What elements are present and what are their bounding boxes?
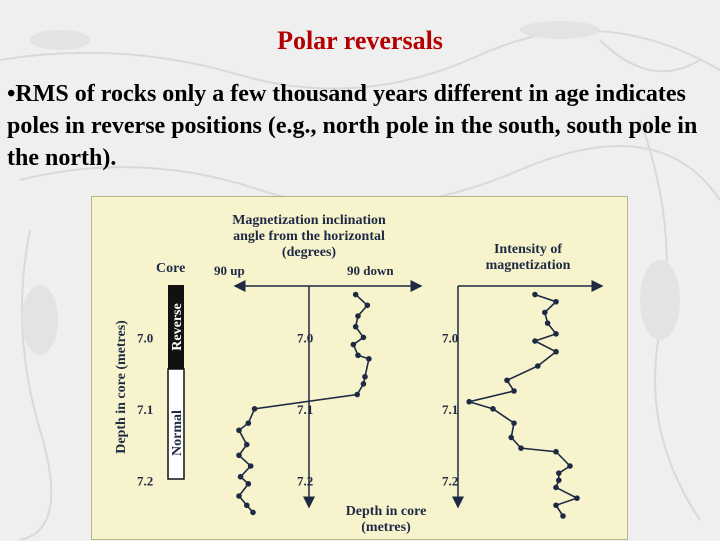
bottom-axis-label-line2: (metres) (361, 520, 411, 535)
intensity-depth-tick-1: 7.1 (442, 402, 458, 417)
inclination-data-point-6 (355, 352, 361, 359)
intensity-title-line2: magnetization (486, 258, 571, 273)
intensity-data-point-11 (490, 406, 496, 412)
inclination-series-line (237, 293, 370, 513)
core-depth-tick-2: 7.2 (137, 473, 153, 488)
inclination-data-point-7 (366, 356, 372, 362)
inclination-data-point-4 (360, 334, 367, 341)
intensity-data-point-6 (553, 348, 559, 355)
intensity-data-point-7 (535, 363, 541, 369)
inclination-data-point-11 (251, 406, 258, 412)
inclination-data-point-9 (360, 381, 367, 387)
inclination-data-point-16 (247, 463, 254, 469)
slide-title: Polar reversals (277, 26, 443, 55)
core-depth-tick-1: 7.1 (137, 402, 153, 417)
bullet-text: RMS of rocks only a few thousand years d… (7, 81, 698, 171)
inclination-data-point-14 (243, 441, 250, 448)
inclination-data-point-3 (352, 323, 359, 330)
inclination-data-point-19 (236, 493, 242, 499)
inclination-data-point-10 (354, 391, 361, 398)
intensity-data-point-4 (553, 331, 559, 337)
depth-axis-label: Depth in core (metres) (114, 320, 129, 454)
intensity-data-point-15 (553, 448, 559, 455)
core-normal-label: Normal (170, 410, 185, 456)
inclination-data-point-15 (236, 452, 242, 459)
inclination-data-point-12 (245, 420, 252, 426)
core-reverse-block (168, 285, 184, 369)
inclination-data-point-5 (350, 341, 357, 348)
inclination-title-line2: angle from the horizontal (233, 229, 385, 244)
intensity-depth-tick-2: 7.2 (442, 473, 458, 488)
figure-canvas: Depth in core (metres) Core Reverse Norm… (114, 213, 604, 535)
intensity-depth-tick-0: 7.0 (442, 330, 458, 345)
intensity-data-point-0 (532, 291, 538, 298)
paleomagnetism-figure: Depth in core (metres) Core Reverse Norm… (91, 196, 628, 540)
inclination-depth-tick-1: 7.1 (297, 402, 313, 417)
inclination-data-point-13 (236, 427, 242, 434)
inclination-left-label: 90 up (214, 263, 245, 278)
intensity-data-point-8 (504, 377, 510, 384)
inclination-title-line3: (degrees) (282, 245, 336, 260)
core-normal-block (167, 368, 185, 480)
bullet-paragraph: •RMS of rocks only a few thousand years … (7, 78, 713, 174)
core-reverse-label: Reverse (170, 303, 185, 350)
inclination-data-point-17 (237, 473, 244, 480)
core-label: Core (156, 261, 185, 276)
intensity-data-point-3 (544, 320, 551, 326)
bottom-axis-label-line1: Depth in core (346, 504, 427, 519)
core-depth-tick-0: 7.0 (137, 330, 153, 345)
intensity-data-point-10 (466, 398, 473, 405)
inclination-data-point-21 (250, 509, 256, 516)
intensity-data-point-2 (542, 309, 548, 316)
intensity-data-point-16 (567, 463, 573, 469)
intensity-data-point-19 (553, 484, 559, 491)
inclination-title-line1: Magnetization inclination (232, 213, 386, 228)
intensity-data-point-17 (556, 470, 562, 476)
intensity-data-point-12 (511, 420, 517, 426)
intensity-series-line (466, 293, 580, 517)
inclination-depth-tick-2: 7.2 (297, 473, 313, 488)
inclination-data-point-1 (364, 302, 371, 309)
inclination-depth-tick-0: 7.0 (297, 330, 313, 345)
intensity-data-point-9 (511, 388, 517, 394)
intensity-data-point-18 (556, 477, 562, 484)
inclination-data-point-0 (352, 291, 359, 298)
intensity-data-point-1 (553, 298, 559, 305)
intensity-title-line1: Intensity of (494, 242, 562, 257)
inclination-data-point-20 (243, 502, 250, 509)
intensity-data-point-14 (518, 445, 524, 451)
intensity-data-point-22 (560, 513, 566, 519)
intensity-data-point-13 (508, 434, 514, 441)
bullet-symbol: • (7, 81, 16, 107)
inclination-data-point-18 (245, 481, 252, 487)
intensity-data-point-5 (532, 338, 538, 344)
intensity-data-point-20 (574, 495, 580, 501)
inclination-data-point-2 (355, 313, 361, 319)
inclination-right-label: 90 down (347, 263, 394, 278)
intensity-data-point-21 (553, 502, 559, 509)
inclination-data-point-8 (362, 373, 368, 380)
